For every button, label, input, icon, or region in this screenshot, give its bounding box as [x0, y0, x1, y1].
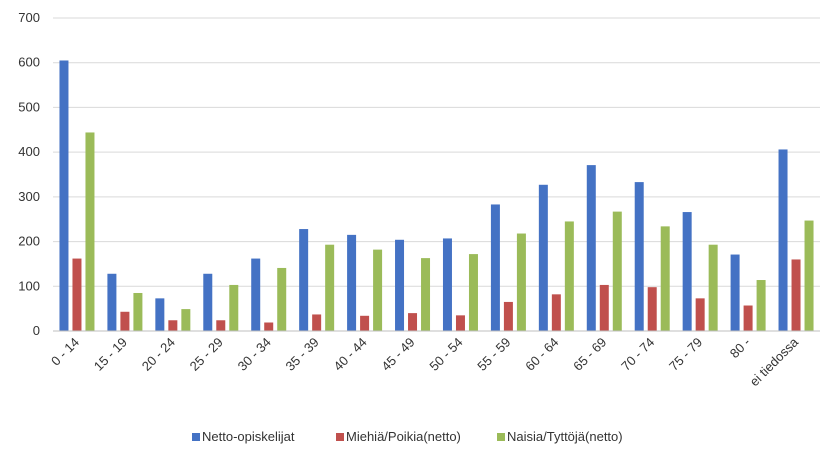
bar-miehia	[168, 320, 178, 331]
bar-netto	[155, 298, 165, 331]
legend-swatch	[192, 433, 200, 441]
bar-netto	[203, 273, 213, 331]
bar-miehia	[216, 320, 226, 331]
bar-naisia	[564, 221, 574, 331]
bar-netto	[395, 239, 405, 331]
x-tick-label: 0 - 14	[48, 335, 82, 369]
bar-naisia	[325, 244, 335, 331]
bar-naisia	[133, 292, 143, 331]
x-tick-label: 80 -	[727, 335, 753, 361]
y-tick-label: 700	[18, 10, 40, 25]
bar-netto	[442, 238, 452, 331]
grid-lines	[53, 17, 820, 287]
bar-naisia	[804, 220, 814, 331]
bar-netto	[538, 184, 548, 331]
legend-swatch	[336, 433, 344, 441]
bar-netto	[490, 204, 500, 331]
bar-miehia	[647, 287, 657, 331]
x-tick-label: 15 - 19	[91, 335, 130, 374]
bar-miehia	[120, 311, 130, 331]
bar-miehia	[599, 284, 609, 331]
bar-netto	[682, 212, 692, 331]
x-tick-label: 45 - 49	[378, 335, 417, 374]
legend-label: Naisia/Tyttöjä(netto)	[507, 429, 623, 444]
legend-label: Netto-opiskelijat	[202, 429, 295, 444]
bars	[59, 60, 814, 331]
y-tick-label: 600	[18, 55, 40, 70]
bar-netto	[59, 60, 69, 331]
bar-naisia	[516, 233, 526, 331]
bar-naisia	[421, 258, 431, 331]
x-tick-label: 60 - 64	[522, 335, 561, 374]
bar-netto	[586, 165, 596, 331]
legend-label: Miehiä/Poikia(netto)	[346, 429, 461, 444]
bar-netto	[778, 149, 788, 331]
bar-netto	[634, 182, 644, 331]
x-axis-tick-labels: 0 - 14 15 - 19 20 - 24 25 - 29 30 - 34 35 - 3…	[48, 334, 802, 389]
y-tick-label: 200	[18, 234, 40, 249]
bar-naisia	[660, 226, 670, 331]
y-tick-label: 300	[18, 189, 40, 204]
y-axis-tick-labels: 0 100 200 300 400 500 600 700	[18, 10, 40, 338]
x-tick-label: 30 - 34	[235, 335, 274, 374]
bar-naisia	[373, 249, 383, 331]
y-tick-label: 100	[18, 278, 40, 293]
bar-naisia	[229, 284, 239, 331]
bar-miehia	[503, 301, 513, 331]
x-tick-label: 25 - 29	[187, 335, 226, 374]
bar-naisia	[708, 244, 718, 331]
y-tick-label: 500	[18, 99, 40, 114]
bar-naisia	[277, 267, 287, 331]
bar-miehia	[408, 313, 418, 331]
bar-miehia	[743, 305, 753, 331]
bar-naisia	[181, 309, 191, 331]
bar-netto	[299, 229, 309, 331]
bar-naisia	[85, 132, 95, 331]
x-tick-label: 70 - 74	[618, 335, 657, 374]
bar-miehia	[264, 322, 274, 331]
bar-naisia	[468, 254, 478, 331]
bar-netto	[107, 273, 117, 331]
x-tick-label: 20 - 24	[139, 335, 178, 374]
bar-naisia	[612, 211, 622, 331]
x-tick-label: 75 - 79	[666, 335, 705, 374]
bar-miehia	[72, 258, 82, 331]
x-tick-label: 50 - 54	[426, 335, 465, 374]
bar-miehia	[360, 315, 370, 331]
bar-miehia	[695, 298, 705, 331]
x-tick-label: 40 - 44	[330, 335, 369, 374]
bar-netto	[730, 254, 740, 331]
y-tick-label: 0	[33, 323, 40, 338]
legend: Netto-opiskelijat Miehiä/Poikia(netto) Nai…	[192, 429, 623, 444]
bar-naisia	[756, 280, 766, 331]
bar-miehia	[551, 294, 561, 331]
x-tick-label: 35 - 39	[283, 335, 322, 374]
bar-miehia	[312, 314, 322, 331]
y-tick-label: 400	[18, 144, 40, 159]
bar-netto	[251, 258, 261, 331]
legend-swatch	[497, 433, 505, 441]
x-tick-label: 55 - 59	[474, 335, 513, 374]
x-tick-label: 65 - 69	[570, 335, 609, 374]
x-tick-label: ei tiedossa	[747, 334, 802, 389]
bar-miehia	[455, 315, 465, 331]
bar-miehia	[791, 259, 801, 331]
bar-netto	[347, 234, 357, 331]
